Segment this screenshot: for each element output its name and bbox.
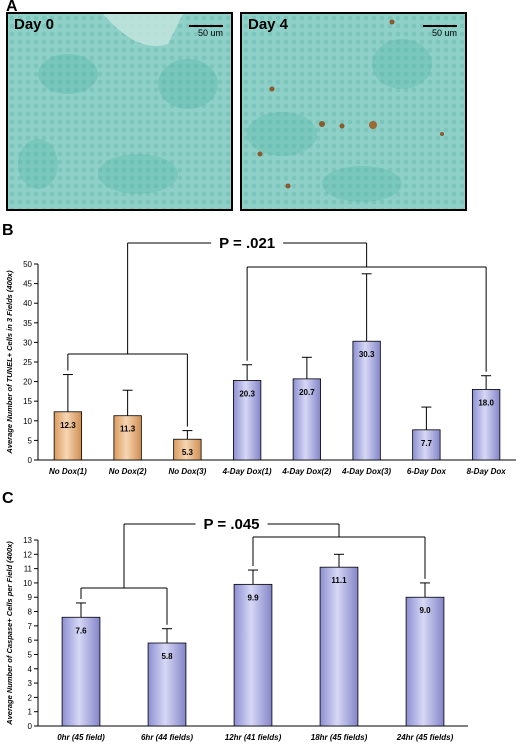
scale-bar bbox=[189, 25, 223, 27]
x-tick-label: 6-Day Dox bbox=[407, 467, 447, 476]
scale-label: 50 um bbox=[431, 28, 457, 38]
x-tick-label: 8-Day Dox bbox=[467, 467, 507, 476]
x-tick-label: 4-Day Dox(1) bbox=[222, 467, 272, 476]
data-label: 20.3 bbox=[239, 389, 255, 398]
x-tick-label: No Dox(2) bbox=[109, 467, 147, 476]
bar bbox=[233, 583, 273, 727]
micrograph-texture-day-4 bbox=[242, 14, 465, 209]
x-tick-label: 4-Day Dox(2) bbox=[281, 467, 331, 476]
y-tick-label: 2 bbox=[28, 693, 33, 702]
micrograph-texture-day-0 bbox=[8, 14, 231, 209]
tunel-bar-chart: 0 5 10 15 20 25 30 35 40 45 50 Average Number of TU… bbox=[5, 234, 516, 476]
y-tick-label: 1 bbox=[28, 708, 33, 717]
x-tick-label: 4-Day Dox(3) bbox=[341, 467, 391, 476]
y-axis-title: Average Number of TUNEL+ Cells in 3 Fiel… bbox=[5, 270, 14, 455]
bar bbox=[173, 438, 202, 461]
data-label: 11.3 bbox=[120, 425, 136, 434]
y-tick-label: 10 bbox=[23, 417, 32, 426]
p-value-annotation: P = .021 bbox=[219, 235, 275, 252]
y-tick-label: 15 bbox=[23, 397, 32, 406]
y-tick-label: 5 bbox=[28, 650, 33, 659]
y-tick-label: 45 bbox=[23, 280, 32, 289]
data-label: 12.3 bbox=[60, 421, 76, 430]
bar bbox=[319, 566, 359, 727]
y-tick-label: 35 bbox=[23, 319, 32, 328]
y-tick-label: 9 bbox=[28, 593, 33, 602]
bar bbox=[113, 415, 142, 461]
x-tick-label: 12hr (41 fields) bbox=[225, 733, 282, 742]
x-tick-label: 24hr (45 fields) bbox=[396, 733, 454, 742]
y-tick-label: 7 bbox=[28, 622, 33, 631]
y-tick-label: 5 bbox=[28, 436, 33, 445]
y-tick-label: 4 bbox=[28, 665, 33, 674]
y-tick-label: 50 bbox=[23, 260, 32, 269]
bar bbox=[53, 411, 83, 461]
y-tick-label: 30 bbox=[23, 338, 32, 347]
bar bbox=[292, 378, 322, 461]
data-label: 20.7 bbox=[299, 388, 315, 397]
bar bbox=[412, 429, 441, 461]
y-axis-title: Average Number of Caspase+ Cells per Fie… bbox=[5, 541, 14, 726]
panel-c-letter: C bbox=[2, 490, 14, 507]
bar bbox=[232, 380, 262, 461]
y-tick-label: 10 bbox=[23, 579, 32, 588]
scale-bar bbox=[423, 25, 457, 27]
day-4-label: Day 4 bbox=[248, 16, 289, 33]
p-value-background bbox=[211, 234, 284, 252]
data-label: 11.1 bbox=[331, 576, 347, 585]
data-label: 5.3 bbox=[182, 448, 194, 457]
y-tick-label: 8 bbox=[28, 608, 33, 617]
bar bbox=[352, 340, 381, 461]
data-label: 7.6 bbox=[75, 626, 87, 635]
y-tick-label: 0 bbox=[28, 722, 33, 731]
x-tick-label: 18hr (45 fields) bbox=[311, 733, 368, 742]
data-label: 30.3 bbox=[359, 350, 375, 359]
panel-a-letter: A bbox=[6, 0, 18, 15]
y-tick-label: 6 bbox=[28, 636, 33, 645]
x-tick-label: 0hr (45 field) bbox=[57, 733, 105, 742]
y-tick-label: 25 bbox=[23, 358, 32, 367]
bar bbox=[405, 596, 445, 727]
data-label: 5.8 bbox=[161, 652, 173, 661]
y-tick-label: 0 bbox=[28, 456, 33, 465]
data-label: 9.0 bbox=[419, 606, 431, 615]
panel-b-letter: B bbox=[2, 222, 14, 239]
p-value-annotation: P = .045 bbox=[203, 516, 259, 533]
data-label: 18.0 bbox=[478, 398, 494, 407]
x-tick-label: No Dox(3) bbox=[168, 467, 206, 476]
y-tick-label: 12 bbox=[23, 550, 32, 559]
y-tick-label: 20 bbox=[23, 378, 32, 387]
y-tick-label: 11 bbox=[24, 565, 33, 574]
x-tick-label: No Dox(1) bbox=[49, 467, 87, 476]
y-tick-label: 13 bbox=[23, 536, 32, 545]
scale-label: 50 um bbox=[197, 28, 223, 38]
data-label: 7.7 bbox=[421, 439, 433, 448]
p-value-background bbox=[195, 515, 268, 533]
y-tick-label: 3 bbox=[28, 679, 33, 688]
micrograph-day-4: Day 4 50 um bbox=[240, 12, 467, 211]
x-tick-label: 6hr (44 fields) bbox=[141, 733, 193, 742]
bar bbox=[147, 642, 187, 727]
bar bbox=[61, 616, 101, 727]
y-tick-label: 40 bbox=[23, 299, 32, 308]
day-0-label: Day 0 bbox=[14, 16, 55, 33]
bar bbox=[471, 389, 501, 461]
data-label: 9.9 bbox=[247, 593, 259, 602]
micrograph-day-0: Day 0 50 um bbox=[6, 12, 233, 211]
